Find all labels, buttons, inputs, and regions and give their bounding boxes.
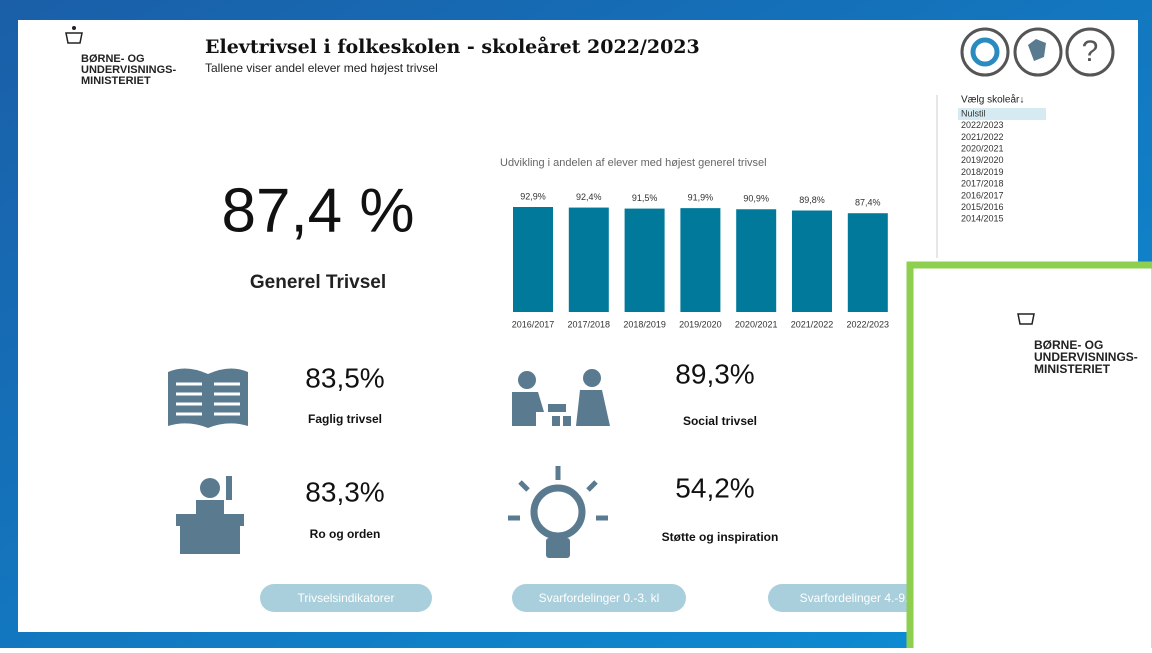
- nav-icons[interactable]: ?: [960, 27, 1115, 77]
- bar: [736, 209, 777, 312]
- bar: [847, 213, 888, 312]
- indicator-label: Støtte og inspiration: [662, 530, 779, 544]
- help-button[interactable]: [1065, 27, 1115, 77]
- kpi-label: Generel Trivsel: [250, 272, 386, 293]
- slicer-item[interactable]: Nulstil: [961, 108, 986, 118]
- logo-text: MINISTERIET: [81, 75, 151, 87]
- kpi-value: 87,4 %: [221, 176, 414, 245]
- overlay-panel: [906, 261, 1152, 653]
- indicator-value: 83,3%: [305, 476, 384, 507]
- value-label: 87,4%: [855, 198, 881, 208]
- bar: [568, 207, 609, 312]
- x-tick-label: 2022/2023: [847, 319, 890, 329]
- x-tick-label: 2019/2020: [679, 319, 722, 329]
- indicator-label: Ro og orden: [310, 527, 381, 541]
- map-button[interactable]: [1013, 27, 1063, 77]
- bar: [792, 210, 832, 312]
- logo: BØRNE- OG UNDERVISNINGS- MINISTERIET: [65, 26, 176, 87]
- logo-text: BØRNE- OG: [1034, 338, 1103, 352]
- x-tick-label: 2020/2021: [735, 319, 778, 329]
- value-label: 91,5%: [632, 193, 658, 203]
- x-tick-label: 2016/2017: [512, 319, 555, 329]
- indicator-label: Faglig trivsel: [308, 412, 382, 426]
- refresh-button[interactable]: [960, 27, 1010, 77]
- slicer-highlight: [958, 108, 1046, 120]
- x-tick-label: 2021/2022: [791, 319, 834, 329]
- button-label[interactable]: Svarfordelinger 0.-3. kl: [539, 591, 660, 605]
- value-label: 89,8%: [799, 195, 825, 205]
- indicator-value: 54,2%: [675, 472, 754, 503]
- logo-text: BØRNE- OG: [81, 53, 145, 65]
- value-label: 92,4%: [576, 192, 602, 202]
- button-label[interactable]: Trivselsindikatorer: [298, 591, 395, 605]
- nav-button[interactable]: [512, 584, 686, 612]
- value-label: 92,9%: [520, 191, 546, 201]
- bar: [624, 208, 665, 312]
- indicator-label: Social trivsel: [683, 414, 757, 428]
- x-tick-label: 2018/2019: [623, 319, 666, 329]
- svg-text:?: ?: [1082, 35, 1099, 68]
- overlay-logo: BØRNE- OG UNDERVISNINGS- MINISTERIET: [1017, 313, 1138, 376]
- slicer-item[interactable]: 2020/2021: [961, 143, 1004, 153]
- slicer-item[interactable]: 2016/2017: [961, 190, 1004, 200]
- indicator-value: 83,5%: [305, 362, 384, 393]
- slicer-item[interactable]: 2017/2018: [961, 179, 1004, 189]
- logo-text: MINISTERIET: [1034, 362, 1111, 376]
- slicer-item[interactable]: 2018/2019: [961, 167, 1004, 177]
- slicer-item[interactable]: 2021/2022: [961, 132, 1004, 142]
- subtitle: Tallene viser andel elever med højest tr…: [205, 61, 438, 75]
- nav-button[interactable]: [768, 584, 940, 612]
- slicer-item[interactable]: 2019/2020: [961, 155, 1004, 165]
- bar: [680, 208, 721, 312]
- slicer-item[interactable]: 2014/2015: [961, 214, 1004, 224]
- value-label: 90,9%: [743, 194, 769, 204]
- icons: [168, 368, 610, 558]
- chart-title: Udvikling i andelen af elever med højest…: [500, 157, 767, 169]
- title: Elevtrivsel i folkeskolen - skoleåret 20…: [205, 35, 700, 58]
- nav-button[interactable]: [260, 584, 432, 612]
- logo-text: UNDERVISNINGS-: [1034, 350, 1138, 364]
- bar: [513, 207, 553, 312]
- logo-text: UNDERVISNINGS-: [81, 64, 176, 76]
- x-tick-label: 2017/2018: [568, 319, 611, 329]
- button-label[interactable]: Svarfordelinger 4.-9.: [800, 591, 909, 605]
- value-label: 91,9%: [688, 193, 714, 203]
- slicer-label: Vælg skoleår↓: [961, 94, 1024, 106]
- indicator-value: 89,3%: [675, 358, 754, 389]
- slicer-item[interactable]: 2022/2023: [961, 120, 1004, 130]
- slicer-item[interactable]: 2015/2016: [961, 202, 1004, 212]
